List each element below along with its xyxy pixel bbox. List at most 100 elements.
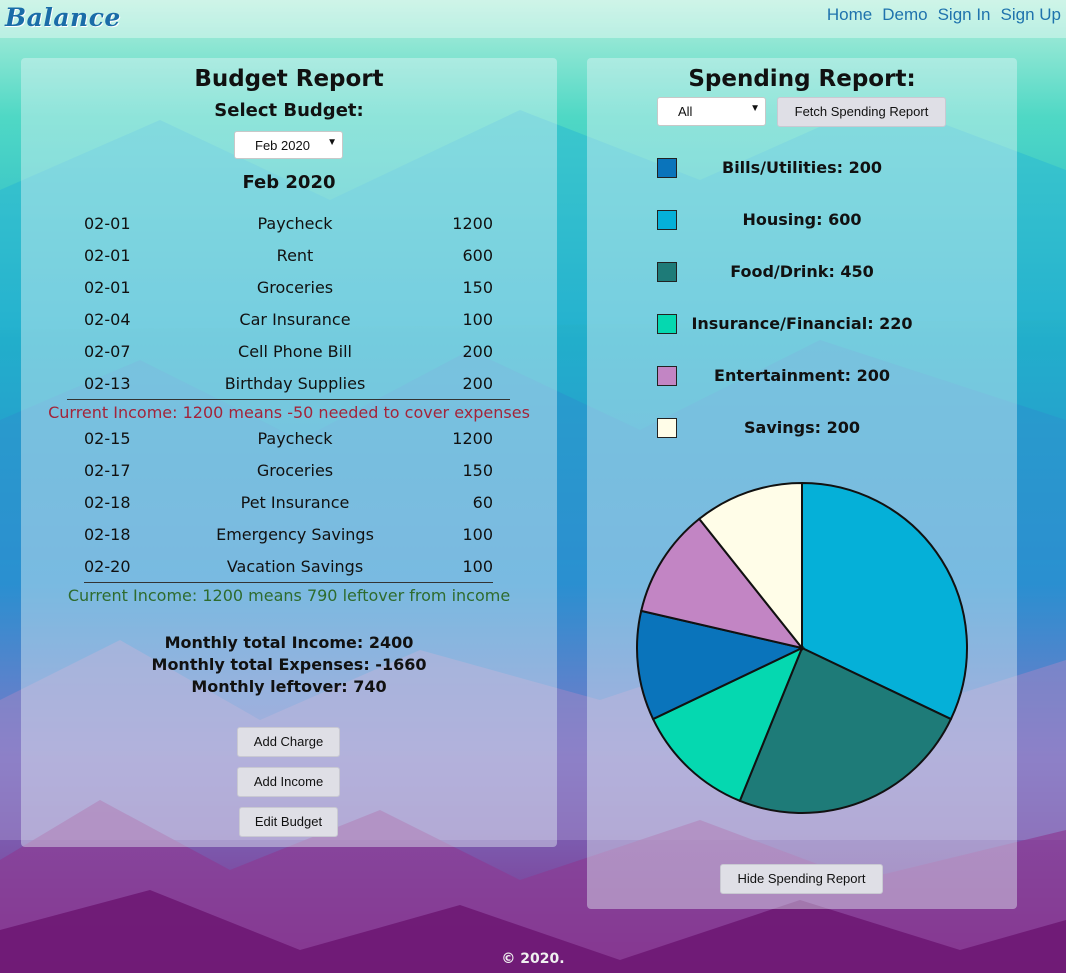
spending-pie-chart <box>636 481 968 814</box>
legend-item: Savings: 200 <box>587 417 1017 447</box>
transaction-date: 02-18 <box>84 493 131 512</box>
transaction-amount: 600 <box>462 246 493 265</box>
transaction-amount: 100 <box>462 557 493 576</box>
transaction-date: 02-07 <box>84 342 131 361</box>
legend-label: Food/Drink: 450 <box>730 262 874 281</box>
spending-report-panel: Spending Report: All ▼ Fetch Spending Re… <box>587 58 1017 909</box>
monthly-total-income: Monthly total Income: 2400 <box>164 633 414 652</box>
transaction-name: Emergency Savings <box>216 525 374 544</box>
legend-item: Insurance/Financial: 220 <box>587 313 1017 343</box>
transaction-date: 02-01 <box>84 246 131 265</box>
transaction-name: Rent <box>276 246 314 265</box>
month-heading: Feb 2020 <box>242 172 336 193</box>
add-income-button[interactable]: Add Income <box>237 767 340 797</box>
table-row: 02-17 Groceries 150 <box>21 455 557 487</box>
legend-item: Food/Drink: 450 <box>587 261 1017 291</box>
nav-home-link[interactable]: Home <box>826 5 873 24</box>
legend-label: Savings: 200 <box>744 418 860 437</box>
transaction-date: 02-18 <box>84 525 131 544</box>
legend-swatch <box>657 158 677 178</box>
table-row: 02-04 Car Insurance 100 <box>21 304 557 336</box>
brand-logo[interactable]: Balance <box>5 3 121 32</box>
fetch-spending-report-button[interactable]: Fetch Spending Report <box>777 97 946 127</box>
select-budget-label: Select Budget: <box>214 100 364 121</box>
category-filter-value: All <box>678 104 693 119</box>
transaction-date: 02-01 <box>84 278 131 297</box>
transaction-name: Car Insurance <box>239 310 351 329</box>
footer-copyright: © 2020. <box>501 951 565 967</box>
top-navbar: Balance Home Demo Sign In Sign Up <box>0 0 1066 38</box>
table-row: 02-01 Rent 600 <box>21 240 557 272</box>
table-row: 02-18 Emergency Savings 100 <box>21 519 557 551</box>
legend-item: Housing: 600 <box>587 209 1017 239</box>
transaction-amount: 150 <box>462 278 493 297</box>
legend-swatch <box>657 314 677 334</box>
chevron-down-icon: ▼ <box>327 137 337 148</box>
table-row: 02-13 Birthday Supplies 200 <box>21 368 557 400</box>
legend-label: Housing: 600 <box>742 210 862 229</box>
pie-slice-insurance-financial <box>651 645 804 803</box>
pie-slice-bills-utilities <box>636 609 806 721</box>
legend-swatch <box>657 210 677 230</box>
budget-select-value: Feb 2020 <box>255 138 310 153</box>
nav-signup-link[interactable]: Sign Up <box>1000 5 1061 24</box>
transaction-name: Paycheck <box>257 429 333 448</box>
transaction-date: 02-20 <box>84 557 131 576</box>
legend-label: Insurance/Financial: 220 <box>691 314 913 333</box>
budget-report-panel: Budget Report Select Budget: Feb 2020 ▼ … <box>21 58 557 847</box>
pie-slice-savings <box>697 481 803 651</box>
period2-income-note: Current Income: 1200 means 790 leftover … <box>67 586 511 605</box>
nav-signin-link[interactable]: Sign In <box>937 5 991 24</box>
legend-label: Bills/Utilities: 200 <box>722 158 882 177</box>
category-filter-select[interactable]: All ▼ <box>657 97 766 126</box>
transaction-amount: 100 <box>462 310 493 329</box>
transaction-date: 02-04 <box>84 310 131 329</box>
transaction-name: Groceries <box>256 278 334 297</box>
pie-slice-food-drink <box>738 646 953 814</box>
period1-income-note: Current Income: 1200 means -50 needed to… <box>48 403 530 422</box>
legend-swatch <box>657 262 677 282</box>
edit-budget-button[interactable]: Edit Budget <box>239 807 338 837</box>
transaction-amount: 100 <box>462 525 493 544</box>
table-row: 02-15 Paycheck 1200 <box>21 423 557 455</box>
transaction-name: Cell Phone Bill <box>238 342 352 361</box>
legend-swatch <box>657 418 677 438</box>
divider <box>67 399 510 400</box>
transaction-amount: 200 <box>462 342 493 361</box>
transaction-amount: 60 <box>472 493 493 512</box>
transaction-amount: 150 <box>462 461 493 480</box>
transaction-amount: 1200 <box>452 429 493 448</box>
pie-slice-housing <box>801 481 968 721</box>
transaction-date: 02-17 <box>84 461 131 480</box>
spending-report-title: Spending Report: <box>688 66 916 92</box>
table-row: 02-07 Cell Phone Bill 200 <box>21 336 557 368</box>
legend-label: Entertainment: 200 <box>714 366 890 385</box>
nav-demo-link[interactable]: Demo <box>882 5 928 24</box>
transaction-date: 02-13 <box>84 374 131 393</box>
monthly-total-expenses: Monthly total Expenses: -1660 <box>151 655 427 674</box>
add-charge-button[interactable]: Add Charge <box>237 727 340 757</box>
transaction-name: Paycheck <box>257 214 333 233</box>
divider <box>84 582 493 583</box>
budget-report-title: Budget Report <box>194 66 384 92</box>
legend-swatch <box>657 366 677 386</box>
table-row: 02-01 Paycheck 1200 <box>21 208 557 240</box>
transaction-amount: 200 <box>462 374 493 393</box>
transaction-date: 02-15 <box>84 429 131 448</box>
legend-item: Bills/Utilities: 200 <box>587 157 1017 187</box>
transaction-name: Pet Insurance <box>240 493 350 512</box>
transaction-name: Vacation Savings <box>226 557 364 576</box>
monthly-leftover: Monthly leftover: 740 <box>191 677 387 696</box>
legend-item: Entertainment: 200 <box>587 365 1017 395</box>
nav-links: Home Demo Sign In Sign Up <box>827 5 1061 25</box>
table-row: 02-01 Groceries 150 <box>21 272 557 304</box>
table-row: 02-20 Vacation Savings 100 <box>21 551 557 583</box>
transaction-date: 02-01 <box>84 214 131 233</box>
table-row: 02-18 Pet Insurance 60 <box>21 487 557 519</box>
transaction-amount: 1200 <box>452 214 493 233</box>
chevron-down-icon: ▼ <box>750 103 760 114</box>
hide-spending-report-button[interactable]: Hide Spending Report <box>720 864 883 894</box>
pie-slice-entertainment <box>640 517 805 650</box>
budget-select[interactable]: Feb 2020 ▼ <box>234 131 343 159</box>
transaction-name: Groceries <box>256 461 334 480</box>
